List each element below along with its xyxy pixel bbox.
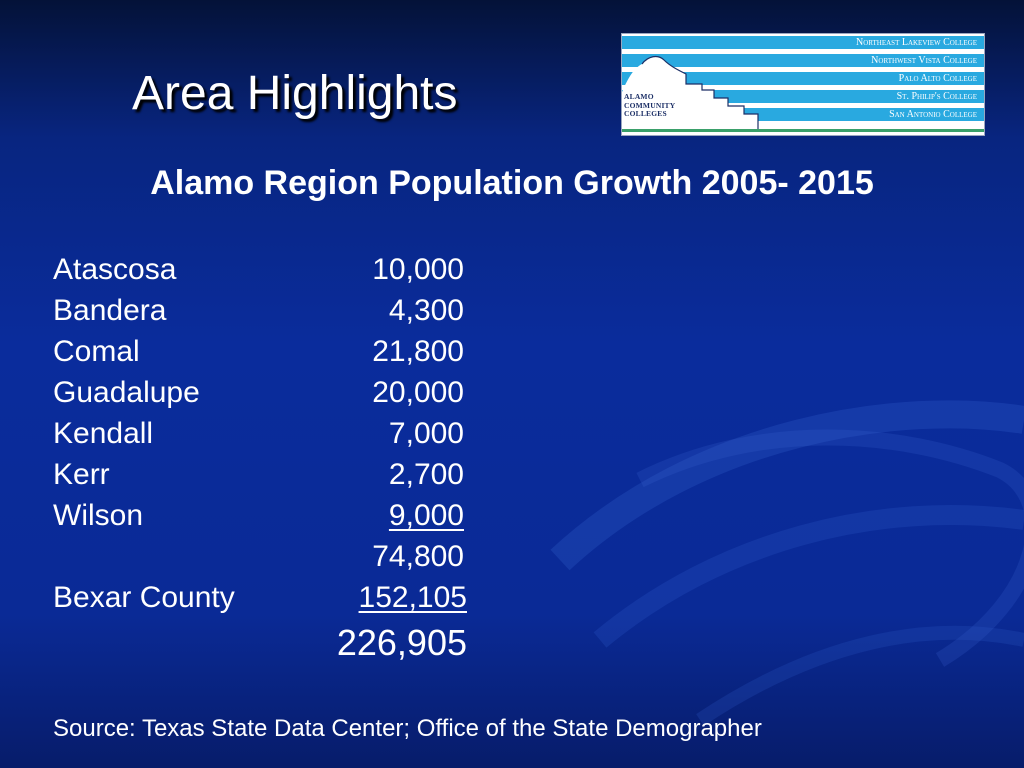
source-note: Source: Texas State Data Center; Office … [53, 715, 762, 742]
logo-college-palo-alto: Palo Alto College [898, 73, 977, 84]
subtotal-value: 74,800 [372, 540, 464, 573]
slide-title: Area Highlights [132, 67, 458, 120]
county-name: Kendall [53, 417, 154, 450]
logo-college-st-philips: St. Philip's College [896, 91, 977, 102]
logo-college-san-antonio: San Antonio College [889, 109, 977, 120]
alamo-colleges-logo: ALAMO COMMUNITY COLLEGES Northeast Lakev… [621, 33, 985, 136]
county-name: Kerr [53, 458, 110, 491]
county-name: Guadalupe [53, 376, 200, 409]
grand-total-value: 226,905 [336, 622, 467, 663]
logo-wordmark: ALAMO COMMUNITY COLLEGES [624, 92, 676, 118]
county-value-underlined: 9,000 [388, 499, 464, 532]
county-value: 2,700 [388, 458, 464, 491]
bexar-county-name: Bexar County [53, 581, 235, 614]
county-name: Atascosa [53, 253, 177, 286]
county-value: 7,000 [388, 417, 464, 450]
county-value: 10,000 [372, 253, 464, 286]
county-name: Wilson [53, 499, 144, 532]
county-name: Bandera [53, 294, 167, 327]
logo-graphic [622, 34, 984, 135]
logo-college-northeast-lakeview: Northeast Lakeview College [855, 37, 977, 48]
logo-college-northwest-vista: Northwest Vista College [871, 55, 977, 66]
county-value: 21,800 [372, 335, 464, 368]
county-name: Comal [53, 335, 140, 368]
county-value: 4,300 [388, 294, 464, 327]
bexar-county-value: 152,105 [358, 581, 467, 614]
slide-subtitle: Alamo Region Population Growth 2005- 201… [150, 164, 874, 202]
county-value: 20,000 [372, 376, 464, 409]
